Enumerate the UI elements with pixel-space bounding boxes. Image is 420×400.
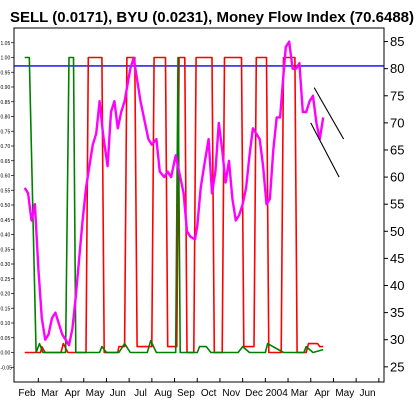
chart-title: SELL (0.0171), BYU (0.0231), Money Flow … [10,9,414,26]
sell-line [24,56,324,354]
left-tick-label: 0.35 [1,247,11,253]
x-tick-label: Jun [359,388,375,399]
left-tick-label: 0.25 [1,277,11,283]
x-tick-label: Oct [201,388,217,399]
left-tick-label: 0.20 [1,292,11,298]
x-tick-label: Mar [291,388,309,399]
left-tick-label: 0.95 [1,70,11,76]
left-tick-label: 0.40 [1,233,11,239]
left-tick-label: 0.00 [1,351,11,357]
mfi-line [23,40,325,347]
right-tick-label: 55 [390,197,404,212]
right-tick-label: 35 [390,305,404,320]
left-tick-label: 0.05 [1,336,11,342]
right-tick-label: 30 [390,332,404,347]
right-tick-label: 85 [390,34,404,49]
right-axis: 25 30 35 40 45 50 55 60 65 70 75 80 85 [384,34,404,374]
left-tick-label: 0.65 [1,159,11,165]
x-tick-label: Aug [154,388,172,399]
x-tick-label: Apr [65,388,81,399]
left-tick-label: 0.60 [1,174,11,180]
right-tick-label: 65 [390,142,404,157]
right-tick-label: 45 [390,251,404,266]
left-tick-label: 0.15 [1,306,11,312]
left-tick-label: 0.85 [1,100,11,106]
right-tick-label: 25 [390,359,404,374]
x-tick-label: Jul [134,388,147,399]
left-tick-label: -0.05 [1,365,13,371]
right-tick-label: 75 [390,88,404,103]
buy-line [24,56,324,354]
left-axis: -0.05 0.00 0.05 0.10 0.15 0.20 0.25 0.30 0.35 0.4… [1,41,14,371]
plot-area [14,40,384,354]
right-tick-label: 60 [390,170,404,185]
x-tick-label: Dec [245,388,263,399]
left-tick-label: 0.70 [1,144,11,150]
left-tick-label: 1.00 [1,56,11,62]
trend-channel-line [313,87,345,140]
left-tick-label: 0.80 [1,115,11,121]
left-tick-label: 1.05 [1,41,11,47]
left-tick-label: 0.55 [1,188,11,194]
left-tick-label: 0.30 [1,262,11,268]
left-tick-label: 0.90 [1,85,11,91]
trend-channel-line [310,122,340,178]
x-tick-label: Sep [177,388,195,399]
x-tick-label: Jun [110,388,126,399]
x-tick-label: May [86,388,105,399]
left-tick-label: 0.50 [1,203,11,209]
right-tick-label: 80 [390,61,404,76]
x-tick-label: 2004 [266,388,289,399]
x-axis: Feb Mar Apr May Jun Jul Aug Sep Oct Nov Dec 2004 Mar… [18,378,380,399]
left-tick-label: 0.10 [1,321,11,327]
left-tick-label: 0.45 [1,218,11,224]
x-tick-label: Mar [41,388,59,399]
right-tick-label: 40 [390,278,404,293]
x-tick-label: Nov [222,388,240,399]
x-tick-label: May [335,388,354,399]
left-tick-label: 0.75 [1,129,11,135]
right-tick-label: 70 [390,115,404,130]
x-tick-label: Feb [18,388,36,399]
right-tick-label: 50 [390,224,404,239]
x-tick-label: Apr [314,388,330,399]
